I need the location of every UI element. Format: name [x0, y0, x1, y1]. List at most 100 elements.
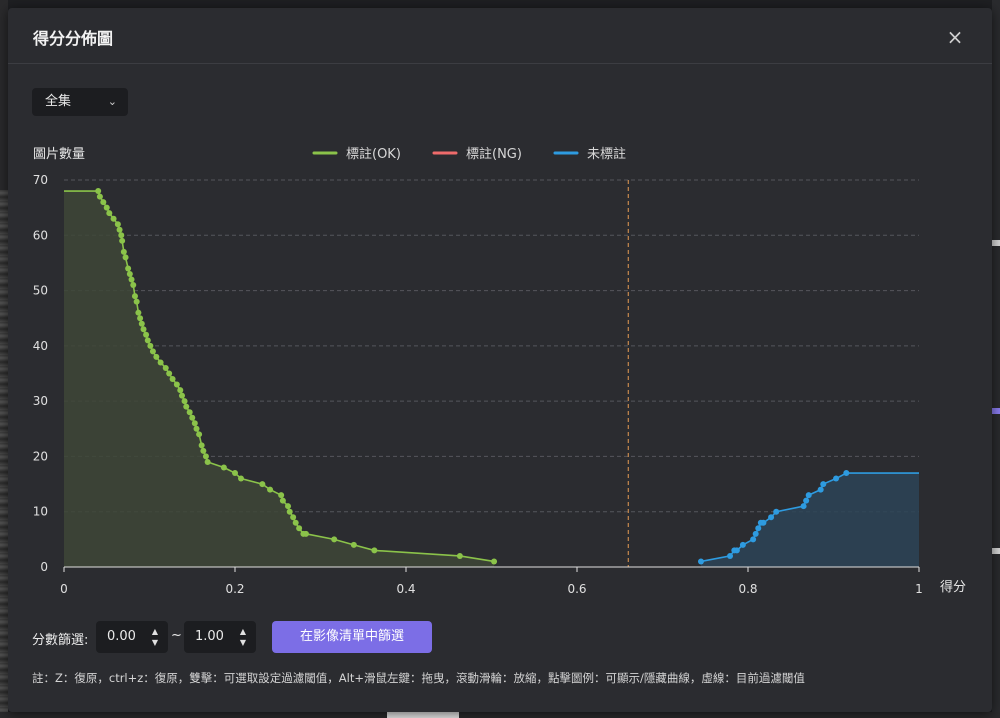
- data-point[interactable]: [96, 193, 103, 200]
- data-point[interactable]: [803, 497, 810, 504]
- data-point[interactable]: [186, 409, 193, 416]
- data-point[interactable]: [302, 530, 309, 537]
- data-point[interactable]: [189, 414, 196, 421]
- data-point[interactable]: [200, 447, 207, 454]
- data-point[interactable]: [143, 331, 150, 338]
- dialog-title: 得分分佈圖: [33, 29, 114, 48]
- filter-in-image-list-button[interactable]: 在影像清單中篩選: [272, 621, 432, 653]
- data-point[interactable]: [198, 442, 205, 449]
- data-point[interactable]: [760, 519, 767, 526]
- data-point[interactable]: [106, 210, 113, 217]
- data-point[interactable]: [220, 464, 227, 471]
- min-score-input[interactable]: 0.00 ▲ ▼: [96, 621, 168, 653]
- data-point[interactable]: [95, 188, 102, 195]
- data-point[interactable]: [237, 475, 244, 482]
- legend-item[interactable]: 標註(NG): [466, 147, 522, 162]
- data-point[interactable]: [100, 199, 107, 206]
- data-point[interactable]: [191, 420, 198, 427]
- data-point[interactable]: [232, 470, 238, 477]
- data-point[interactable]: [739, 541, 746, 548]
- data-point[interactable]: [162, 364, 169, 371]
- data-point[interactable]: [147, 342, 154, 349]
- data-point[interactable]: [119, 237, 126, 244]
- data-point[interactable]: [120, 248, 127, 255]
- data-point[interactable]: [371, 547, 378, 554]
- close-icon[interactable]: ×: [946, 25, 964, 49]
- data-point[interactable]: [149, 348, 156, 355]
- data-point[interactable]: [331, 536, 338, 543]
- data-point[interactable]: [752, 530, 759, 537]
- data-point[interactable]: [843, 470, 850, 477]
- data-point[interactable]: [130, 282, 137, 289]
- data-point[interactable]: [183, 403, 190, 410]
- spin-down-icon[interactable]: ▼: [239, 638, 247, 647]
- data-point[interactable]: [697, 558, 704, 565]
- data-point[interactable]: [267, 486, 274, 493]
- data-point[interactable]: [116, 226, 123, 233]
- score-distribution-chart[interactable]: 0 10 20 30 40 50 60 70 0 0.2 0.4 0.6 0.8 1 標註(OK) 標註(N…: [8, 8, 992, 608]
- data-point[interactable]: [178, 392, 185, 399]
- data-point[interactable]: [110, 215, 117, 222]
- data-point[interactable]: [296, 525, 303, 532]
- data-point[interactable]: [202, 453, 209, 460]
- background-scroll-mark: [992, 408, 1000, 414]
- data-point[interactable]: [140, 326, 147, 333]
- data-point[interactable]: [817, 486, 824, 493]
- data-point[interactable]: [290, 514, 297, 521]
- legend-item[interactable]: 標註(OK): [346, 147, 401, 162]
- data-point[interactable]: [292, 519, 299, 526]
- data-point[interactable]: [135, 309, 142, 316]
- x-tick-label: 1: [915, 582, 923, 596]
- data-point[interactable]: [181, 398, 188, 405]
- data-point[interactable]: [133, 298, 140, 305]
- data-point[interactable]: [144, 337, 151, 344]
- dataset-select[interactable]: 全集 ⌄: [32, 88, 128, 116]
- data-point[interactable]: [153, 353, 160, 360]
- data-point[interactable]: [733, 547, 740, 554]
- legend-item[interactable]: 未標註: [587, 147, 626, 162]
- data-point[interactable]: [125, 265, 132, 272]
- data-point[interactable]: [755, 525, 762, 532]
- data-point[interactable]: [114, 221, 121, 228]
- data-point[interactable]: [750, 536, 757, 543]
- data-point[interactable]: [204, 458, 211, 465]
- data-point[interactable]: [768, 514, 775, 521]
- spin-up-icon[interactable]: ▲: [151, 627, 159, 636]
- data-point[interactable]: [128, 276, 135, 283]
- spin-down-icon[interactable]: ▼: [151, 638, 159, 647]
- usage-note: 註：Z：復原，ctrl+z：復原，雙擊：可選取設定過濾閾值，Alt+滑鼠左鍵：拖…: [32, 671, 805, 685]
- data-point[interactable]: [131, 293, 138, 300]
- data-point[interactable]: [773, 508, 780, 515]
- data-point[interactable]: [286, 508, 293, 515]
- data-point[interactable]: [278, 492, 285, 499]
- data-point[interactable]: [279, 497, 286, 504]
- data-point[interactable]: [805, 492, 812, 499]
- min-score-stepper[interactable]: ▲ ▼: [150, 626, 160, 648]
- data-point[interactable]: [196, 431, 203, 438]
- data-point[interactable]: [193, 425, 200, 432]
- data-point[interactable]: [126, 270, 133, 277]
- data-point[interactable]: [173, 381, 180, 388]
- data-point[interactable]: [118, 232, 125, 239]
- data-point[interactable]: [122, 254, 129, 261]
- data-point[interactable]: [157, 359, 164, 366]
- data-point[interactable]: [137, 315, 144, 322]
- data-point[interactable]: [177, 387, 184, 394]
- data-point[interactable]: [491, 558, 498, 565]
- data-point[interactable]: [103, 204, 110, 211]
- data-point[interactable]: [169, 376, 176, 383]
- max-score-stepper[interactable]: ▲ ▼: [238, 626, 248, 648]
- data-point[interactable]: [166, 370, 173, 377]
- data-point[interactable]: [727, 552, 734, 559]
- data-point[interactable]: [285, 503, 292, 510]
- data-point[interactable]: [138, 320, 145, 327]
- data-point[interactable]: [820, 481, 827, 488]
- spin-up-icon[interactable]: ▲: [239, 627, 247, 636]
- data-point[interactable]: [350, 541, 357, 548]
- max-score-input[interactable]: 1.00 ▲ ▼: [184, 621, 256, 653]
- data-point[interactable]: [833, 475, 840, 482]
- series-area: [64, 191, 495, 568]
- data-point[interactable]: [456, 552, 463, 559]
- data-point[interactable]: [800, 503, 807, 510]
- data-point[interactable]: [259, 481, 266, 488]
